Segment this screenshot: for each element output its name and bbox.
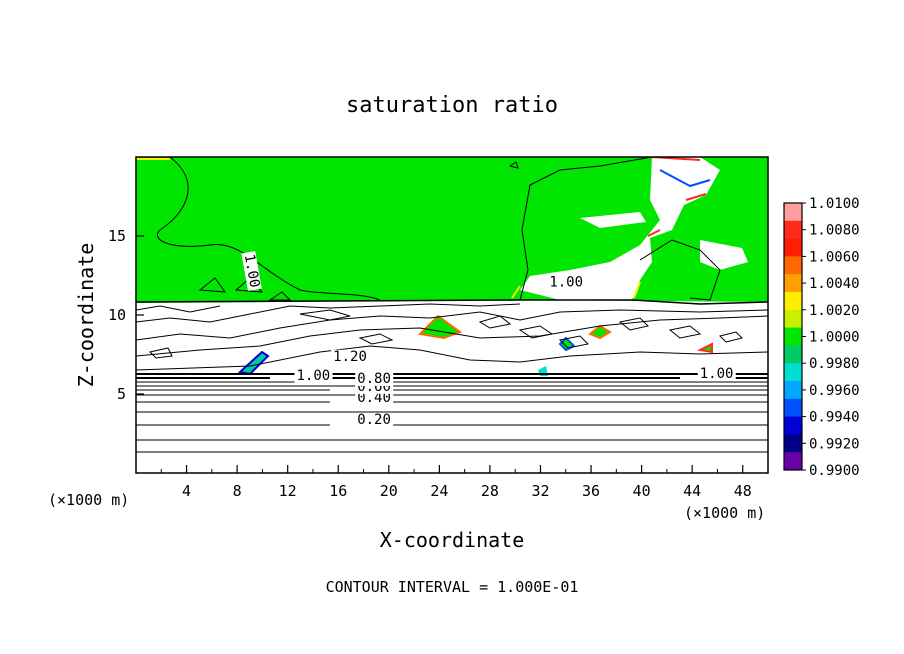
colorbar-tick-label: 1.0020: [809, 303, 860, 319]
chart-title: saturation ratio: [346, 93, 558, 118]
colorbar-tick-label: 1.0100: [809, 196, 860, 212]
contour-label-background: [294, 368, 333, 383]
colorbar-swatch: [784, 363, 802, 382]
y-tick-label: 10: [108, 306, 126, 324]
colorbar-swatch: [784, 452, 802, 471]
colorbar-tick-label: 0.9900: [809, 463, 860, 479]
colorbar-tick-label: 0.9980: [809, 356, 860, 372]
contour-label-background: [355, 413, 394, 428]
y-tick-label: 15: [108, 227, 126, 245]
colorbar-swatch: [784, 416, 802, 435]
subsaturated-patch-mid: [580, 212, 646, 228]
x-tick-label: 24: [430, 482, 448, 500]
colorbar-swatch: [784, 220, 802, 240]
x-tick-label: 36: [582, 482, 600, 500]
colorbar-swatch: [784, 327, 802, 346]
contour-labels: 0.200.400.600.801.001.201.00 1.001.00: [241, 251, 736, 428]
x-tick-label: 32: [531, 482, 549, 500]
x-tick-label: 28: [481, 482, 499, 500]
colorbar-swatch: [784, 203, 802, 222]
colorbar-tick-label: 1.0000: [809, 330, 860, 346]
contour-label-background: [241, 251, 262, 291]
contour-label: 1.00: [700, 366, 734, 382]
contour-label: 1.00: [241, 253, 263, 289]
x-axis-label: X-coordinate: [380, 528, 525, 552]
y-axis-label: Z-coordinate: [74, 243, 98, 388]
supersaturation-edge-yellow: [136, 158, 641, 299]
colorbar-swatch: [784, 256, 802, 275]
colorbar-swatch: [784, 345, 802, 364]
contour-label: 1.20: [333, 349, 367, 365]
colorbar-swatch: [784, 292, 802, 311]
colorbar-swatch: [784, 381, 802, 400]
colorbar-swatch: [784, 398, 802, 418]
contour-label: 0.20: [357, 412, 391, 428]
contour-label: 1.00: [297, 368, 331, 384]
colorbar-tick-label: 0.9920: [809, 436, 860, 452]
contour-label-background: [547, 275, 586, 290]
x-axis: 4 8 12 16 20 24 28 32 36 40 44 48: [160, 465, 752, 500]
pocket-45km: [696, 342, 713, 354]
subsaturated-patch-top-right: [520, 157, 720, 300]
contour-label-background: [355, 390, 394, 405]
colorbar-tick-label: 0.9960: [809, 383, 860, 399]
pocket-34km: [588, 324, 612, 340]
x-tick-label: 12: [279, 482, 297, 500]
contour-label-background: [331, 349, 370, 364]
colorbar-tick-label: 0.9940: [809, 410, 860, 426]
contour-label: 0.80: [357, 371, 391, 387]
contour-label: 0.40: [357, 390, 391, 406]
contour-label: 1.00: [549, 275, 583, 291]
colorbar: 1.0100 1.0080 1.0060 1.0040 1.0020 1.0000 0.99…: [783, 196, 860, 479]
x-unit-left: (×1000 m): [48, 491, 129, 509]
contour-interval-note: CONTOUR INTERVAL = 1.000E-01: [326, 578, 579, 596]
subsaturation-edge-blue: [659, 169, 711, 188]
x-tick-label: 16: [329, 482, 347, 500]
contour-label-background: [355, 371, 394, 386]
colorbar-swatch: [784, 274, 802, 293]
x-tick-label: 20: [380, 482, 398, 500]
colorbar-tick-label: 1.0080: [809, 223, 860, 239]
x-tick-label: 48: [734, 482, 752, 500]
x-tick-label: 8: [233, 482, 242, 500]
colorbar-swatch: [784, 434, 802, 453]
contour-lines: [136, 157, 768, 453]
x-unit-right: (×1000 m): [684, 504, 765, 522]
x-tick-label: 44: [683, 482, 701, 500]
y-axis: 5 10 15: [108, 227, 144, 403]
colorbar-tick-label: 1.0040: [809, 276, 860, 292]
x-tick-label: 4: [182, 482, 191, 500]
colorbar-tick-label: 1.0060: [809, 249, 860, 265]
x-tick-label: 40: [633, 482, 651, 500]
colorbar-swatch: [784, 309, 802, 329]
plot-area: [136, 157, 768, 473]
contour-label-background: [697, 367, 736, 382]
colorbar-swatch: [784, 238, 802, 257]
y-tick-label: 5: [117, 385, 126, 403]
